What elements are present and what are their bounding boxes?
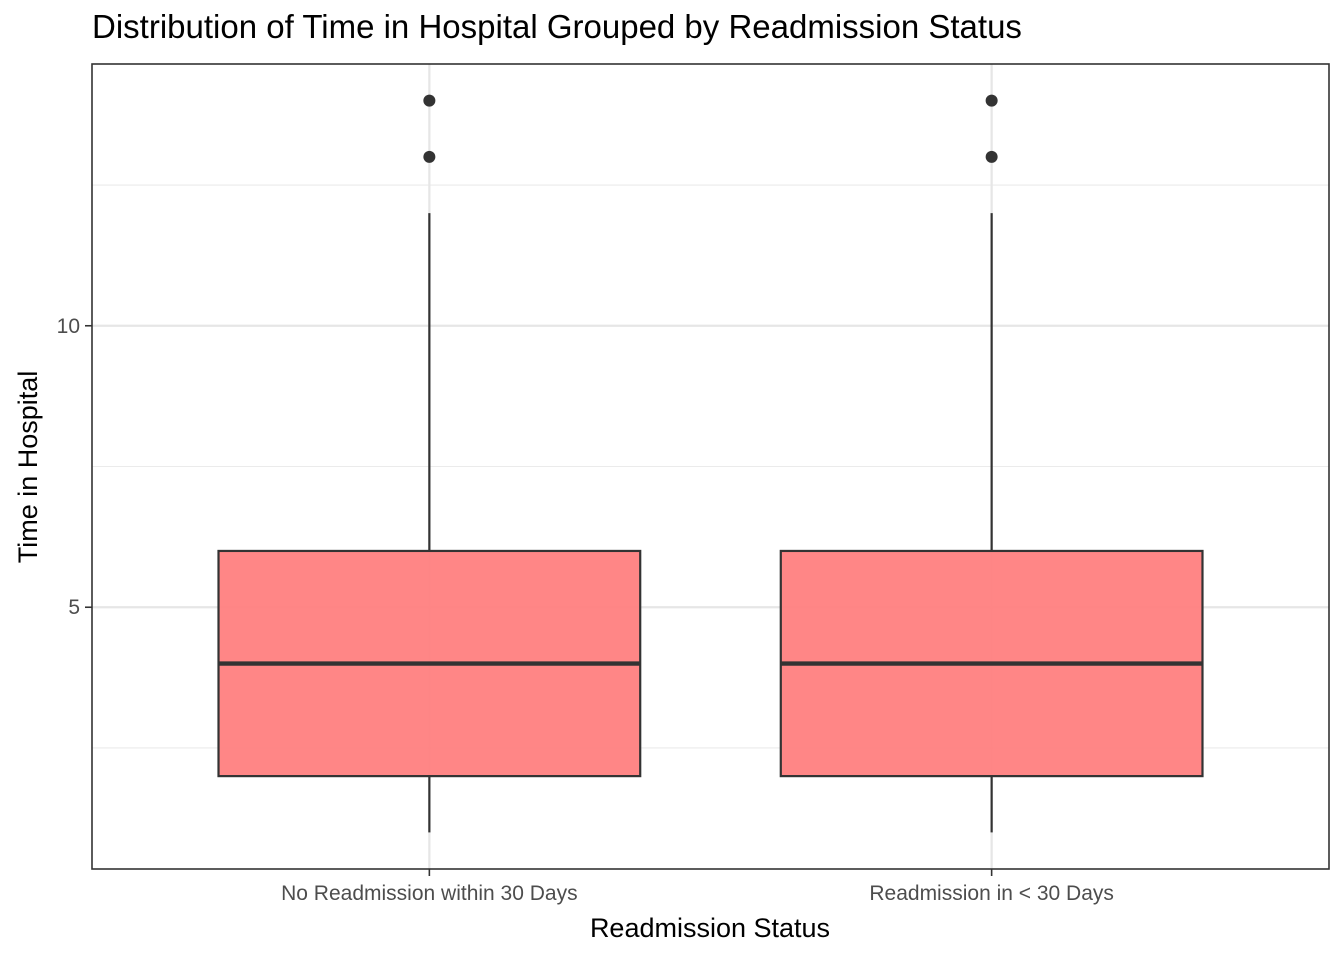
outlier-point [986, 95, 998, 107]
outlier-point [423, 151, 435, 163]
x-tick-label: Readmission in < 30 Days [869, 882, 1114, 905]
y-tick-label: 10 [57, 315, 80, 338]
outlier-point [423, 95, 435, 107]
y-tick-label: 5 [68, 596, 80, 619]
box-layer [219, 95, 1203, 833]
outlier-point [986, 151, 998, 163]
x-axis-title: Readmission Status [590, 913, 830, 943]
y-axis-title: Time in Hospital [13, 371, 43, 564]
y-axis-ticks: 5 10 [57, 315, 92, 619]
x-tick-label: No Readmission within 30 Days [281, 882, 577, 905]
x-axis-ticks: No Readmission within 30 Days Readmission… [281, 869, 1114, 905]
